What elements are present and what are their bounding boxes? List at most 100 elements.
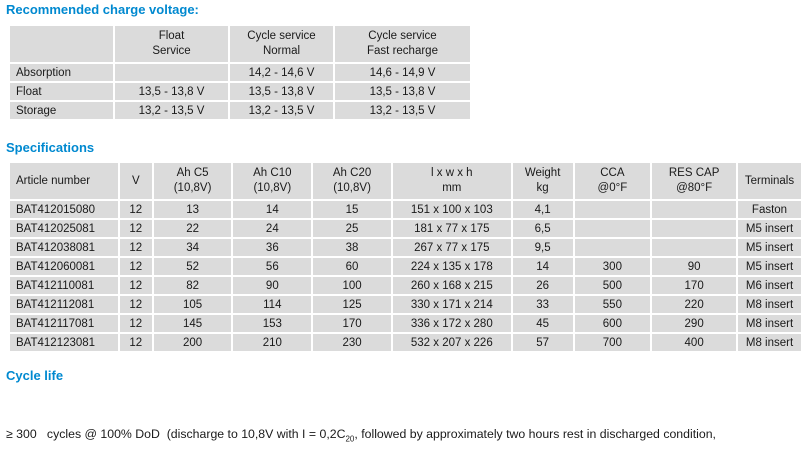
cv-header-line1: Cycle service	[247, 30, 316, 42]
spec-value: 267 x 77 x 175	[390, 237, 513, 258]
spec-value: 700	[572, 332, 653, 353]
spec-value: 36	[231, 237, 314, 258]
specifications-row: BAT412117081 12 145 153 170 336 x 172 x 280 45…	[8, 313, 803, 334]
charge-voltage-value: 13,5 - 13,8 V	[113, 81, 230, 102]
spec-header-line1: Article number	[16, 174, 91, 187]
charge-voltage-row-label: Float	[8, 81, 115, 102]
spec-value: 125	[311, 294, 393, 315]
charge-voltage-table: Float Service Cycle service Normal Cycle…	[8, 24, 472, 121]
spec-value: 90	[650, 256, 739, 277]
specifications-row: BAT412025081 12 22 24 25 181 x 77 x 175 6,5 M5 …	[8, 218, 803, 239]
cv-header-line2: Normal	[262, 45, 301, 57]
spec-value: 26	[510, 275, 575, 296]
spec-header-ah-c5: Ah C5 (10,8V)	[151, 161, 234, 201]
specifications-row: BAT412112081 12 105 114 125 330 x 171 x 214 33…	[8, 294, 803, 315]
spec-value: M8 insert	[736, 332, 803, 353]
cv-header-cycle-fast: Cycle service Fast recharge	[333, 24, 472, 64]
spec-value: M5 insert	[736, 237, 803, 258]
spec-header-dimensions: l x w x h mm	[390, 161, 513, 201]
spec-value	[572, 218, 653, 239]
charge-voltage-row-label: Absorption	[8, 62, 115, 83]
charge-voltage-value: 14,6 - 14,9 V	[333, 62, 472, 83]
cycle-life-line: ≥ 300 cycles @ 100% DoD (discharge to 10…	[6, 427, 716, 444]
spec-article-number: BAT412110081	[8, 275, 120, 296]
spec-header-line2: (10,8V)	[173, 182, 212, 194]
cycle-life-text: ≥ 300 cycles @ 100% DoD (discharge to 10…	[6, 386, 803, 452]
spec-value: 224 x 135 x 178	[390, 256, 513, 277]
spec-article-number: BAT412112081	[8, 294, 120, 315]
spec-value: 300	[572, 256, 653, 277]
spec-value: 12	[117, 313, 154, 334]
spec-header-line1: Terminals	[744, 174, 795, 187]
cv-header-line2: Service	[152, 45, 191, 57]
charge-voltage-row: Storage 13,2 - 13,5 V 13,2 - 13,5 V 13,2 - …	[8, 100, 472, 121]
spec-value: M5 insert	[736, 218, 803, 239]
spec-value: 105	[151, 294, 234, 315]
spec-header-line1: V	[131, 174, 140, 187]
charge-voltage-value: 13,5 - 13,8 V	[228, 81, 335, 102]
spec-value: 57	[510, 332, 575, 353]
specifications-row: BAT412060081 12 52 56 60 224 x 135 x 178 14 300…	[8, 256, 803, 277]
spec-value: 6,5	[510, 218, 575, 239]
spec-value: M8 insert	[736, 313, 803, 334]
spec-value: 12	[117, 294, 154, 315]
spec-value: 400	[650, 332, 739, 353]
spec-header-terminals: Terminals	[736, 161, 803, 201]
charge-voltage-row-label: Storage	[8, 100, 115, 121]
charge-voltage-value	[113, 62, 230, 83]
spec-value: 532 x 207 x 226	[390, 332, 513, 353]
specifications-row: BAT412038081 12 34 36 38 267 x 77 x 175 9,5 M5 …	[8, 237, 803, 258]
spec-value: 25	[311, 218, 393, 239]
cv-header-float-service: Float Service	[113, 24, 230, 64]
cycle-life-title: Cycle life	[6, 368, 64, 383]
charge-voltage-value: 13,2 - 13,5 V	[228, 100, 335, 121]
spec-header-line1: RES CAP	[668, 167, 720, 179]
spec-header-article-number: Article number	[8, 161, 120, 201]
spec-article-number: BAT412015080	[8, 199, 120, 220]
spec-article-number: BAT412117081	[8, 313, 120, 334]
spec-value: 14	[510, 256, 575, 277]
spec-value	[650, 237, 739, 258]
spec-value: M6 insert	[736, 275, 803, 296]
spec-header-res-cap: RES CAP @80°F	[650, 161, 739, 201]
spec-value: 220	[650, 294, 739, 315]
spec-header-line2: @0°F	[597, 182, 628, 194]
spec-header-line2: mm	[442, 182, 462, 194]
spec-header-cca: CCA @0°F	[572, 161, 653, 201]
charge-voltage-title: Recommended charge voltage:	[6, 2, 199, 17]
spec-header-line1: Ah C20	[332, 167, 372, 179]
spec-value: 12	[117, 218, 154, 239]
spec-value: 15	[311, 199, 393, 220]
spec-header-line2: (10,8V)	[333, 182, 371, 194]
spec-article-number: BAT412123081	[8, 332, 120, 353]
spec-header-line1: Ah C10	[253, 167, 292, 179]
spec-value: 181 x 77 x 175	[390, 218, 513, 239]
spec-article-number: BAT412060081	[8, 256, 120, 277]
spec-value	[650, 218, 739, 239]
spec-article-number: BAT412025081	[8, 218, 120, 239]
spec-header-line1: Weight	[524, 167, 561, 179]
spec-value: 12	[117, 332, 154, 353]
spec-value: Faston	[736, 199, 803, 220]
spec-value: M5 insert	[736, 256, 803, 277]
specifications-table: Article number V Ah C5 (10,8V) Ah C10 (1…	[8, 161, 803, 353]
cv-header-line1: Float	[158, 30, 185, 42]
spec-value: 170	[311, 313, 393, 334]
spec-value: 114	[231, 294, 314, 315]
charge-voltage-value: 13,2 - 13,5 V	[333, 100, 472, 121]
spec-article-number: BAT412038081	[8, 237, 120, 258]
spec-value: 550	[572, 294, 653, 315]
specifications-header-row: Article number V Ah C5 (10,8V) Ah C10 (1…	[8, 161, 803, 201]
spec-value: 56	[231, 256, 314, 277]
charge-voltage-value: 14,2 - 14,6 V	[228, 62, 335, 83]
spec-header-weight: Weight kg	[510, 161, 575, 201]
spec-value	[650, 199, 739, 220]
charge-voltage-row: Absorption 14,2 - 14,6 V 14,6 - 14,9 V	[8, 62, 472, 83]
spec-value: 45	[510, 313, 575, 334]
specifications-row: BAT412015080 12 13 14 15 151 x 100 x 103 4,1 Fa…	[8, 199, 803, 220]
cv-header-line1: Cycle service	[368, 30, 437, 42]
spec-header-line1: CCA	[600, 167, 625, 179]
spec-value: 230	[311, 332, 393, 353]
spec-value: 9,5	[510, 237, 575, 258]
spec-value: 12	[117, 256, 154, 277]
